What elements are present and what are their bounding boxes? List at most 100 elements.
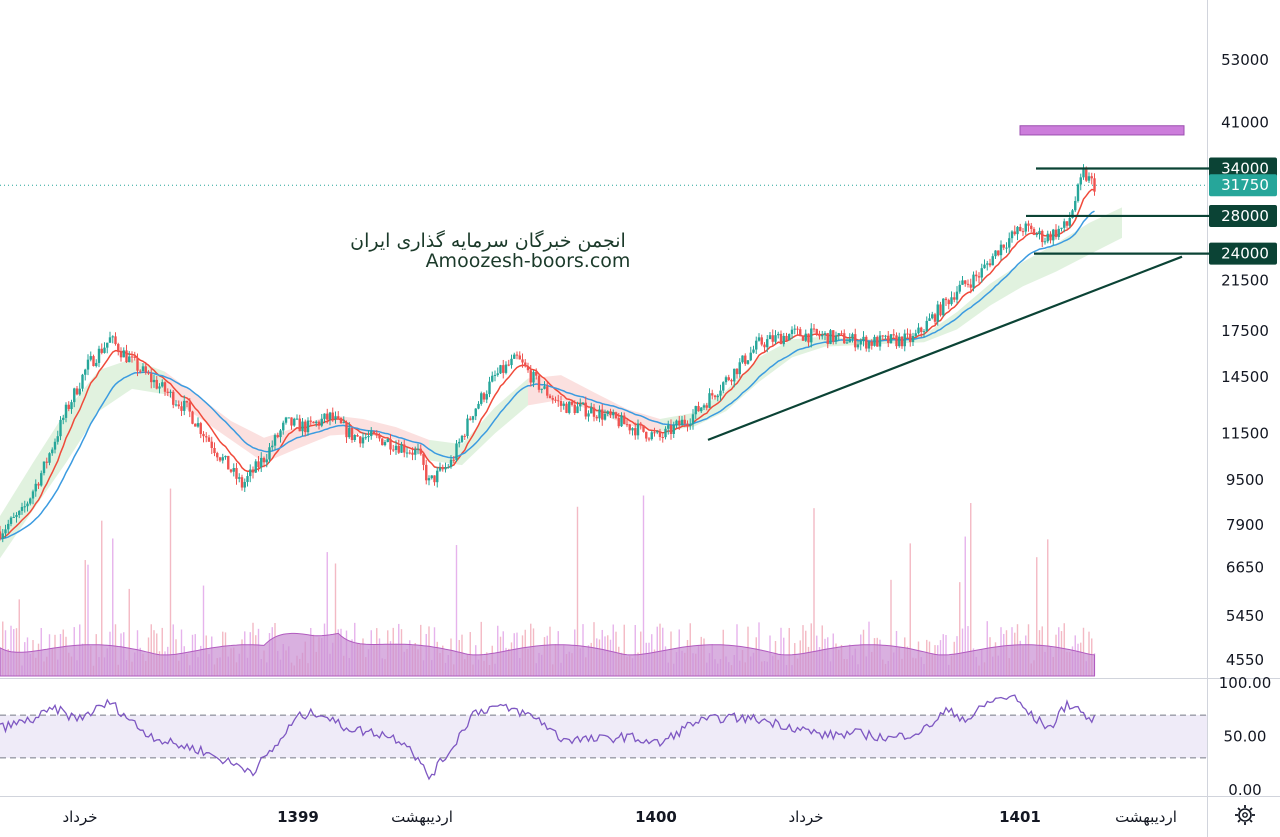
price-tick-label: 9500 [1226, 471, 1264, 489]
candle-body [496, 373, 499, 375]
candle-body [1043, 241, 1047, 243]
candle-body [854, 334, 857, 348]
candle-body [678, 420, 681, 426]
volume-bar [469, 632, 471, 676]
level-lines[interactable] [0, 125, 1210, 255]
candle-body [881, 335, 884, 337]
candle-body [34, 483, 37, 492]
candle-body [1038, 230, 1041, 235]
volume-bar [576, 506, 579, 676]
candle-body [898, 336, 901, 347]
candle-body [568, 401, 571, 413]
candle-body [573, 404, 576, 414]
level-price-label: 24000 [1221, 245, 1269, 263]
candle-body [1041, 230, 1044, 243]
rsi-axis[interactable]: 100.00 50.00 0.00 [1219, 674, 1272, 799]
volume-bar [172, 624, 174, 676]
candle-body [711, 393, 714, 396]
candle-body [12, 516, 15, 518]
volume-bar [180, 629, 183, 676]
candle-body [45, 461, 48, 463]
candle-body [345, 422, 348, 438]
candle-body [81, 374, 84, 389]
candle-body [221, 457, 224, 461]
candle-body [284, 417, 288, 423]
candle-body [623, 415, 626, 425]
candles [0, 164, 1096, 543]
cloud-segment [924, 311, 957, 343]
volume-bar [634, 624, 636, 676]
volume-bar [642, 495, 645, 676]
support-trendline[interactable] [707, 255, 1183, 441]
candle-body [199, 423, 202, 434]
candle-body [1063, 221, 1066, 228]
candle-body [328, 412, 332, 420]
candle-body [86, 359, 90, 370]
volume-bar [612, 624, 614, 676]
candle-body [1019, 226, 1022, 232]
candle-body [634, 428, 637, 436]
candle-body [188, 402, 191, 412]
candle-body [471, 416, 475, 420]
candle-body [67, 404, 70, 410]
candle-body [155, 379, 158, 389]
candle-body [936, 304, 939, 322]
candle-body [235, 468, 238, 479]
candle-body [845, 342, 849, 344]
candle-body [873, 336, 876, 346]
candle-body [177, 404, 180, 407]
candle-body [196, 423, 200, 427]
target-zone[interactable] [1019, 125, 1185, 136]
candle-body [645, 431, 648, 439]
candle-body [636, 423, 640, 436]
candle-body [268, 447, 271, 460]
candle-body [620, 415, 623, 427]
candle-body [23, 506, 26, 508]
candle-body [447, 466, 450, 468]
candle-body [207, 437, 211, 442]
candle-body [548, 395, 552, 399]
candle-body [724, 377, 728, 383]
candle-body [392, 449, 395, 451]
candle-body [436, 470, 439, 483]
trendline[interactable] [707, 255, 1183, 441]
candle-body [295, 418, 299, 420]
candle-body [680, 419, 684, 426]
candle-body [370, 431, 373, 437]
candle-body [515, 354, 519, 356]
candle-body [111, 336, 114, 338]
candle-body [977, 276, 981, 278]
candle-body [526, 366, 530, 371]
candle-body [1074, 200, 1077, 211]
settings-gear-icon[interactable] [1235, 805, 1255, 825]
candle-body [540, 388, 543, 390]
volume-bar [623, 624, 625, 676]
candle-body [144, 366, 147, 373]
candle-body [166, 391, 169, 393]
candle-body [53, 441, 57, 450]
candle-body [859, 340, 862, 345]
cloud-segment [1089, 207, 1122, 255]
candle-body [342, 422, 345, 424]
candle-body [491, 375, 494, 382]
candle-body [441, 467, 444, 470]
candle-body [452, 459, 455, 461]
candle-body [738, 362, 741, 375]
candle-body [298, 418, 301, 432]
candle-body [408, 452, 411, 454]
candle-body [73, 388, 76, 403]
volume-bar [810, 623, 812, 676]
price-axis[interactable]: 53000 41000 34000 28000 24000 21500 17500 14500… [1209, 51, 1277, 669]
candle-body [529, 370, 532, 383]
cloud-segment [1056, 223, 1089, 272]
candle-body [337, 416, 340, 419]
candle-body [485, 394, 488, 400]
candle-body [397, 445, 400, 453]
candle-body [469, 418, 472, 420]
candle-body [40, 473, 43, 486]
candle-body [1010, 231, 1014, 239]
candle-body [312, 421, 315, 424]
time-axis[interactable]: خرداد 1399 اردیبهشت 1400 خرداد 1401 اردیبهشت [62, 808, 1176, 826]
volume-bar [640, 631, 642, 676]
